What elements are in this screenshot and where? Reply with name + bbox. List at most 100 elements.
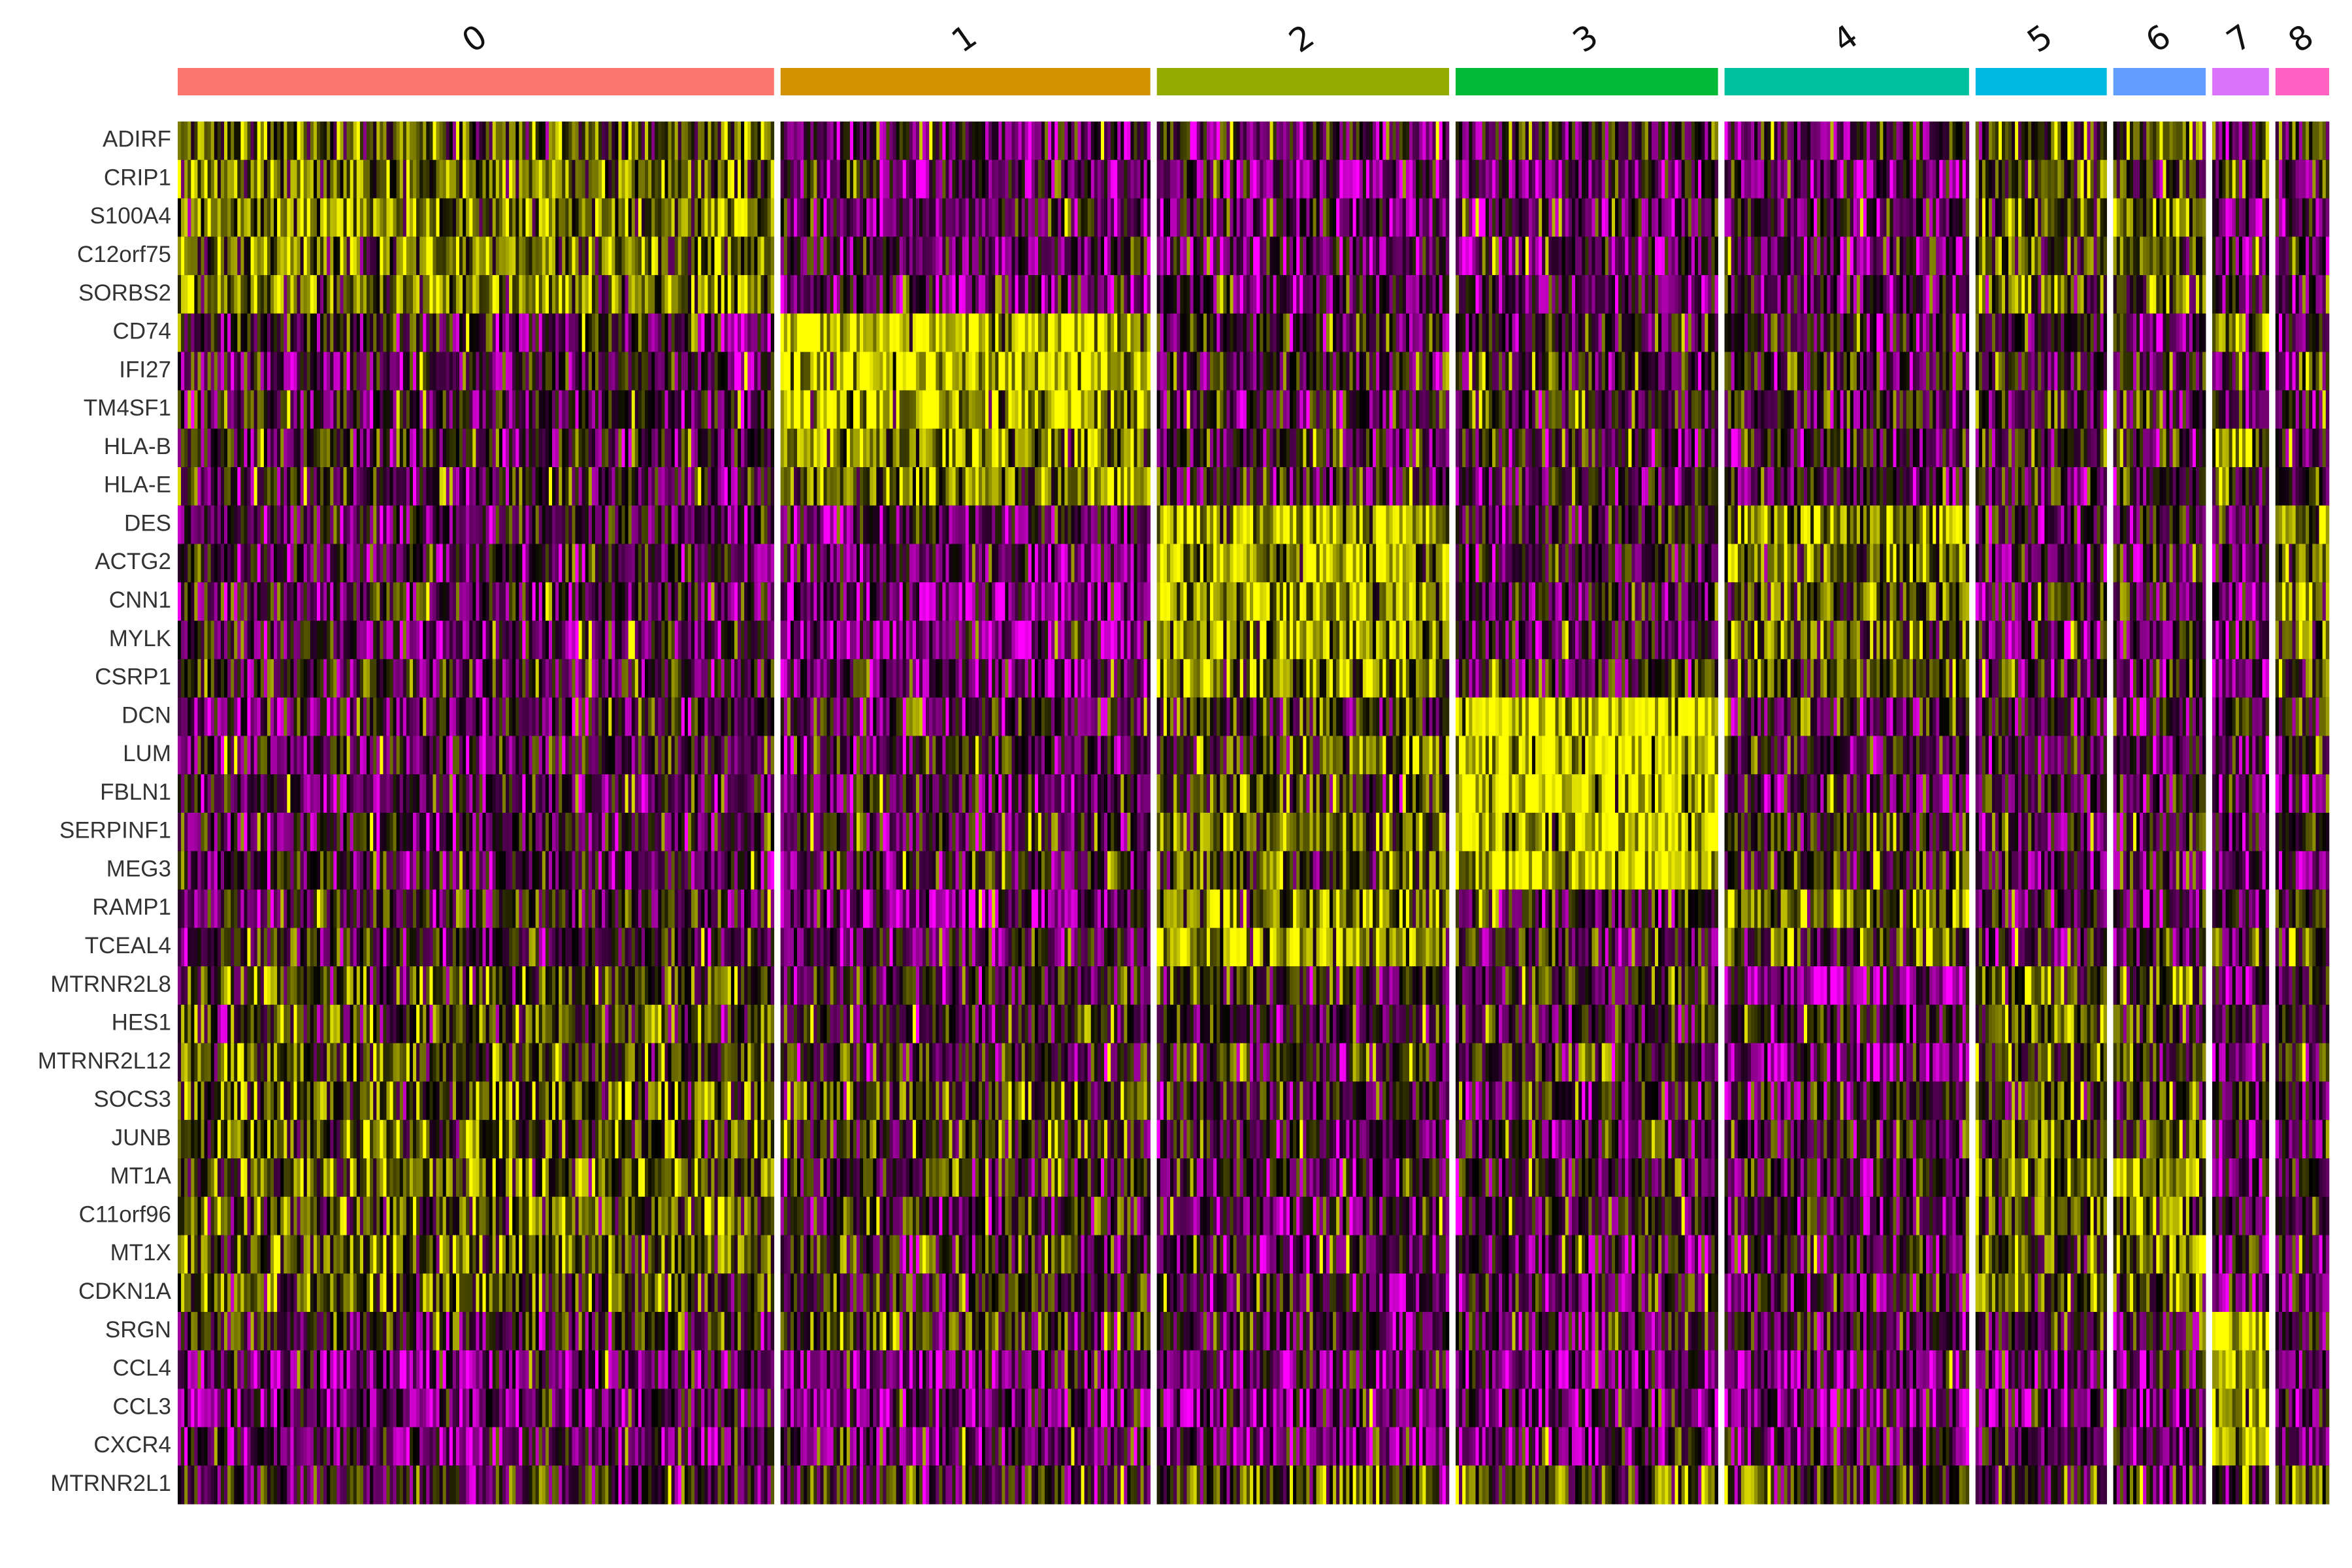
cell [323, 851, 327, 890]
cell [681, 736, 685, 774]
cell [515, 275, 519, 314]
cell [188, 582, 191, 621]
cell [184, 851, 188, 890]
cell [595, 237, 598, 275]
cell [559, 314, 562, 352]
cell [668, 736, 672, 774]
cell [443, 1120, 446, 1158]
cell [602, 160, 605, 199]
cell [224, 966, 227, 1005]
cell [661, 506, 664, 544]
cell [529, 621, 532, 659]
cell [224, 582, 227, 621]
cell [645, 506, 648, 544]
cell [489, 659, 493, 698]
cell [582, 122, 585, 160]
cell [459, 851, 463, 890]
cell [297, 199, 301, 237]
cell [293, 122, 297, 160]
cell [194, 544, 197, 583]
cell [456, 275, 459, 314]
cell [443, 659, 446, 698]
cell [711, 275, 714, 314]
cell [529, 774, 532, 813]
cell [240, 736, 244, 774]
cell [314, 237, 317, 275]
cell [340, 1081, 343, 1120]
cell [244, 1005, 247, 1043]
cell [708, 659, 711, 698]
cell [307, 160, 310, 199]
cell [589, 813, 592, 851]
cell [529, 736, 532, 774]
cell [486, 1043, 489, 1082]
cell-row-S100A4-cluster-0 [178, 199, 774, 237]
cell [456, 928, 459, 966]
cell [694, 160, 698, 199]
cell [390, 966, 393, 1005]
cell [406, 659, 410, 698]
cell [565, 122, 568, 160]
cell [589, 390, 592, 429]
cell [589, 122, 592, 160]
cell [254, 275, 257, 314]
cell [701, 314, 704, 352]
cell [304, 275, 307, 314]
cell [651, 698, 655, 736]
cell [598, 544, 602, 583]
cell [708, 275, 711, 314]
cell [688, 774, 691, 813]
cell [453, 237, 456, 275]
cell [320, 1158, 323, 1197]
cell [532, 352, 536, 391]
cell [486, 659, 489, 698]
cell [562, 352, 565, 391]
cell [532, 928, 536, 966]
cell [234, 1081, 237, 1120]
cell [214, 429, 218, 467]
cell [237, 698, 240, 736]
cell [718, 659, 721, 698]
cell [380, 659, 383, 698]
cell [336, 774, 340, 813]
cell [254, 122, 257, 160]
cell [483, 1005, 486, 1043]
cell [323, 390, 327, 429]
cell [350, 1005, 353, 1043]
cell [694, 966, 698, 1005]
cell [546, 698, 549, 736]
cell [661, 1043, 664, 1082]
cell [688, 1043, 691, 1082]
cell [602, 851, 605, 890]
cell [549, 1081, 552, 1120]
cell [664, 1081, 668, 1120]
cell [472, 352, 476, 391]
cell [632, 467, 635, 506]
cell [330, 199, 333, 237]
cell [463, 928, 466, 966]
cell [622, 698, 625, 736]
cell [672, 736, 675, 774]
cell [227, 966, 231, 1005]
cell [367, 774, 370, 813]
cell [204, 1120, 208, 1158]
cell [327, 467, 330, 506]
cell [310, 736, 314, 774]
cell [240, 160, 244, 199]
cell [572, 1081, 575, 1120]
cell [629, 928, 632, 966]
cell [751, 429, 754, 467]
cell [410, 698, 413, 736]
cell [592, 1043, 595, 1082]
cell [582, 352, 585, 391]
cell [559, 698, 562, 736]
cell [489, 621, 493, 659]
cell [761, 506, 764, 544]
cell [476, 237, 479, 275]
cell [701, 851, 704, 890]
cell [701, 774, 704, 813]
cell [413, 429, 416, 467]
cell [301, 122, 304, 160]
cell [552, 506, 555, 544]
cell [519, 1005, 522, 1043]
